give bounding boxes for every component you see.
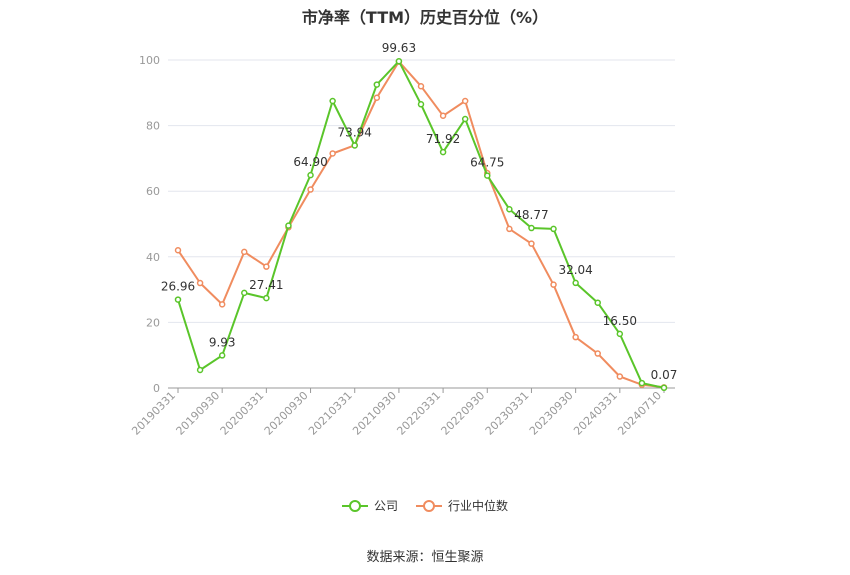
data-point-0 [439,148,447,156]
data-point-1 [572,333,579,341]
data-label: 73.94 [338,125,372,139]
data-point-0 [174,296,182,303]
data-label-layer: 26.96 9.93 27.41 64.90 73.94 99.63 71.92 64.75 4… [161,41,678,382]
x-tick-label: 20190930 [174,389,223,438]
data-point-0 [307,171,314,179]
data-point-0 [550,225,557,233]
series-line-0 [177,60,665,389]
data-point-1 [241,248,248,256]
y-tick-label: 20 [146,316,160,329]
data-point-1 [439,112,447,120]
data-label: 64.90 [293,155,327,169]
data-point-0 [218,352,226,359]
data-point-1 [196,279,204,287]
data-point-1 [461,97,469,105]
data-label: 26.96 [161,280,195,294]
data-point-1 [307,186,314,193]
x-tick-label: 20240331 [571,389,620,438]
data-label: 64.75 [470,156,504,170]
chart-title: 市净率（TTM）历史百分位（%） [301,8,549,27]
x-tick-label: 20200331 [218,389,267,438]
x-tick-label: 20220331 [394,389,443,438]
y-tick-label: 80 [146,120,160,133]
data-point-0 [285,222,292,229]
data-point-0 [373,81,381,88]
x-tick-label: 20210930 [350,389,399,438]
data-point-1 [218,301,226,308]
data-point-0 [506,205,513,213]
data-point-0 [329,97,336,105]
source-note: 数据来源：恒生聚源 [366,550,484,565]
chart-plot: 0 20 40 60 80 100 2019033120190930202003312020… [129,41,678,438]
x-tick-label: 20190331 [129,389,178,438]
data-point-0 [351,142,358,149]
data-label: 99.63 [382,41,416,55]
series-line-1 [177,60,665,389]
data-point-0 [572,279,579,287]
data-point-0 [528,224,535,232]
x-tick-label: 20220930 [439,389,488,438]
legend-label-industry-median: 行业中位数 [448,499,509,513]
grid-layer [168,59,675,323]
data-point-0 [196,366,204,374]
data-point-1 [263,263,270,270]
legend-item-company[interactable]: 公司 [341,497,398,514]
legend-item-industry-median[interactable]: 行业中位数 [416,497,508,514]
data-point-0 [594,299,601,306]
data-point-0 [660,384,668,392]
data-point-0 [263,294,270,302]
data-point-1 [506,225,513,233]
data-point-0 [395,57,403,65]
x-tick-label: 20230930 [527,389,576,438]
y-tick-label: 40 [146,251,160,264]
x-tick-label: 20210331 [306,389,355,438]
data-point-1 [174,246,182,254]
legend-swatch-industry-median [416,499,442,513]
legend-label-company: 公司 [373,499,398,513]
data-point-0 [484,172,491,179]
x-tick-label: 20200930 [262,389,311,438]
data-label: 48.77 [514,208,548,222]
legend-swatch-company [341,499,368,513]
data-point-1 [329,150,336,157]
legend: 公司 行业中位数 [0,497,850,514]
data-point-0 [417,101,425,108]
x-tick-label: 20240710 [615,389,664,438]
data-label: 16.50 [603,314,637,328]
data-point-0 [616,330,624,338]
data-point-0 [241,289,248,297]
data-point-1 [550,281,557,288]
y-tick-label: 100 [139,54,160,67]
data-label: 0.07 [651,368,678,382]
y-tick-label: 60 [146,185,160,198]
data-point-1 [417,82,425,90]
data-label: 32.04 [558,263,592,277]
data-point-1 [616,373,624,380]
data-point-1 [373,94,381,101]
data-label: 9.93 [209,335,236,349]
axis-layer: 0 20 40 60 80 100 2019033120190930202003312020… [129,54,675,438]
data-label: 71.92 [426,132,460,146]
data-label: 27.41 [249,278,283,292]
series-layer [174,57,668,392]
x-tick-label: 20230331 [483,389,532,438]
y-tick-label: 0 [153,382,160,395]
data-point-1 [528,240,535,247]
data-point-1 [594,350,601,357]
data-point-0 [461,115,469,123]
data-point-0 [638,379,646,387]
